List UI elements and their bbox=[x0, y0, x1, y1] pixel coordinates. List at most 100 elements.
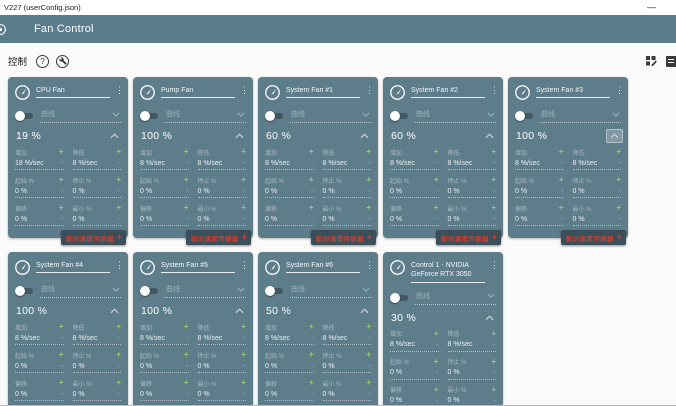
increment-button[interactable]: + bbox=[366, 378, 371, 387]
stat-value[interactable]: 8 %/sec bbox=[515, 159, 540, 167]
decrement-button[interactable]: - bbox=[618, 158, 621, 167]
stat-value[interactable]: 8 %/sec bbox=[197, 159, 223, 167]
decrement-button[interactable]: - bbox=[118, 158, 121, 167]
stat-value[interactable]: 0 % bbox=[72, 362, 85, 370]
stat-value[interactable]: 0 % bbox=[15, 362, 28, 370]
decrement-button[interactable]: - bbox=[560, 186, 564, 195]
fan-name-field[interactable]: System Fan #2 bbox=[411, 83, 485, 99]
collapse-chevron-button[interactable] bbox=[482, 130, 497, 142]
collapse-chevron-button[interactable] bbox=[606, 129, 623, 143]
decrement-button[interactable]: - bbox=[118, 361, 121, 370]
increment-button[interactable]: + bbox=[183, 147, 189, 156]
fan-name-field[interactable]: System Fan #4 bbox=[36, 258, 110, 274]
fan-name-field[interactable]: System Fan #6 bbox=[286, 258, 360, 274]
decrement-button[interactable]: - bbox=[185, 361, 189, 370]
increment-button[interactable]: + bbox=[183, 378, 189, 387]
curve-select[interactable]: 曲线 bbox=[165, 284, 246, 298]
increment-button[interactable]: + bbox=[183, 322, 189, 331]
decrement-button[interactable]: - bbox=[185, 389, 189, 398]
decrement-button[interactable]: - bbox=[310, 214, 314, 223]
increment-button[interactable]: + bbox=[241, 203, 246, 212]
stat-value[interactable]: 0 % bbox=[572, 215, 585, 223]
stat-value[interactable]: 0 % bbox=[72, 215, 85, 223]
stat-value[interactable]: 0 % bbox=[390, 215, 403, 223]
decrement-button[interactable]: - bbox=[368, 158, 371, 167]
pair-speed-sensor-badge[interactable]: 配对速度传感器 + bbox=[311, 230, 376, 245]
curve-select[interactable]: 曲线 bbox=[40, 109, 121, 123]
decrement-button[interactable]: - bbox=[560, 158, 564, 167]
stat-value[interactable]: 0 % bbox=[197, 390, 210, 398]
decrement-button[interactable]: - bbox=[310, 389, 314, 398]
stat-value[interactable]: 0 % bbox=[72, 390, 85, 398]
curve-select[interactable]: 曲线 bbox=[40, 284, 121, 298]
stat-value[interactable]: 0 % bbox=[140, 390, 153, 398]
fan-name-field[interactable]: Control 1 - NVIDIA GeForce RTX 3050 bbox=[411, 258, 485, 283]
stat-value[interactable]: 0 % bbox=[265, 215, 278, 223]
view-menu-icon-partial[interactable] bbox=[666, 55, 676, 67]
curve-select[interactable]: 曲线 bbox=[415, 109, 496, 123]
increment-button[interactable]: + bbox=[241, 175, 246, 184]
decrement-button[interactable]: - bbox=[368, 186, 371, 195]
stat-value[interactable]: 0 % bbox=[447, 215, 460, 223]
increment-button[interactable]: + bbox=[58, 378, 64, 387]
decrement-button[interactable]: - bbox=[60, 186, 64, 195]
increment-button[interactable]: + bbox=[241, 378, 246, 387]
increment-button[interactable]: + bbox=[616, 175, 621, 184]
pair-speed-sensor-badge[interactable]: 配对速度传感器 + bbox=[61, 230, 126, 245]
enable-toggle[interactable] bbox=[140, 111, 159, 121]
curve-select[interactable]: 曲线 bbox=[415, 291, 496, 305]
increment-button[interactable]: + bbox=[116, 147, 121, 156]
decrement-button[interactable]: - bbox=[435, 367, 439, 377]
enable-toggle[interactable] bbox=[265, 111, 284, 121]
increment-button[interactable]: + bbox=[116, 378, 121, 387]
collapse-chevron-button[interactable] bbox=[357, 130, 372, 142]
collapse-chevron-button[interactable] bbox=[107, 305, 122, 317]
stat-value[interactable]: 0 % bbox=[447, 187, 460, 195]
decrement-button[interactable]: - bbox=[185, 333, 189, 342]
collapse-chevron-button[interactable] bbox=[482, 312, 497, 324]
stat-value[interactable]: 8 %/sec bbox=[265, 334, 290, 342]
decrement-button[interactable]: - bbox=[310, 333, 314, 342]
stat-value[interactable]: 0 % bbox=[265, 187, 278, 195]
increment-button[interactable]: + bbox=[616, 147, 621, 156]
enable-toggle[interactable] bbox=[390, 292, 409, 303]
collapse-chevron-button[interactable] bbox=[357, 305, 372, 317]
fan-name-field[interactable]: CPU Fan bbox=[36, 83, 110, 99]
card-menu-button[interactable]: ⋮ bbox=[365, 85, 374, 95]
enable-toggle[interactable] bbox=[390, 111, 409, 121]
decrement-button[interactable]: - bbox=[493, 214, 496, 223]
increment-button[interactable]: + bbox=[116, 322, 121, 331]
increment-button[interactable]: + bbox=[433, 147, 439, 156]
card-menu-button[interactable]: ⋮ bbox=[365, 260, 374, 270]
increment-button[interactable]: + bbox=[241, 322, 246, 331]
increment-button[interactable]: + bbox=[491, 384, 496, 394]
card-menu-button[interactable]: ⋮ bbox=[115, 85, 124, 95]
stat-value[interactable]: 0 % bbox=[322, 362, 335, 370]
increment-button[interactable]: + bbox=[558, 203, 564, 212]
collapse-chevron-button[interactable] bbox=[232, 130, 247, 142]
decrement-button[interactable]: - bbox=[435, 395, 439, 405]
increment-button[interactable]: + bbox=[308, 147, 314, 156]
decrement-button[interactable]: - bbox=[493, 367, 496, 377]
decrement-button[interactable]: - bbox=[618, 186, 621, 195]
stat-value[interactable]: 0 % bbox=[72, 187, 85, 195]
increment-button[interactable]: + bbox=[433, 384, 439, 394]
increment-button[interactable]: + bbox=[616, 203, 621, 212]
stat-value[interactable]: 0 % bbox=[265, 390, 278, 398]
increment-button[interactable]: + bbox=[183, 203, 189, 212]
stat-value[interactable]: 8 %/sec bbox=[72, 159, 98, 167]
increment-button[interactable]: + bbox=[558, 175, 564, 184]
curve-select[interactable]: 曲线 bbox=[290, 109, 371, 123]
minimize-button[interactable]: — bbox=[647, 2, 656, 12]
stat-value[interactable]: 0 % bbox=[447, 397, 460, 405]
decrement-button[interactable]: - bbox=[60, 333, 64, 342]
stat-value[interactable]: 0 % bbox=[197, 187, 210, 195]
curve-select[interactable]: 曲线 bbox=[540, 109, 621, 123]
increment-button[interactable]: + bbox=[433, 175, 439, 184]
increment-button[interactable]: + bbox=[116, 203, 121, 212]
increment-button[interactable]: + bbox=[58, 203, 64, 212]
decrement-button[interactable]: - bbox=[618, 214, 621, 223]
increment-button[interactable]: + bbox=[241, 350, 246, 359]
increment-button[interactable]: + bbox=[308, 350, 314, 359]
stat-value[interactable]: 0 % bbox=[322, 215, 335, 223]
